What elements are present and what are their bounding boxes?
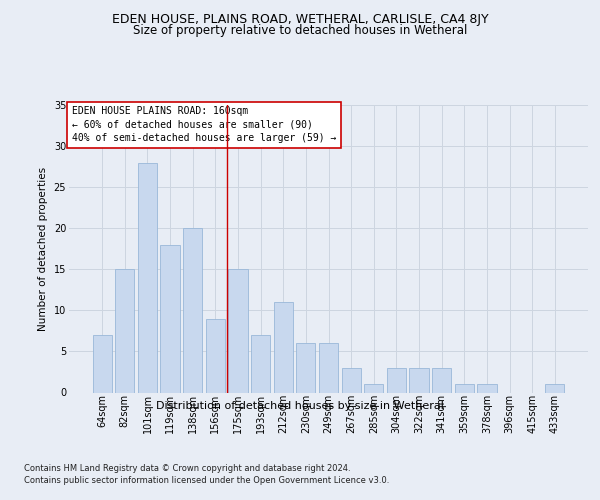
Bar bbox=[229, 270, 248, 392]
Bar bbox=[432, 368, 451, 392]
Bar bbox=[545, 384, 565, 392]
Bar bbox=[183, 228, 202, 392]
Bar bbox=[206, 318, 225, 392]
Bar bbox=[296, 343, 316, 392]
Bar bbox=[364, 384, 383, 392]
Text: Contains public sector information licensed under the Open Government Licence v3: Contains public sector information licen… bbox=[24, 476, 389, 485]
Bar bbox=[92, 335, 112, 392]
Text: Distribution of detached houses by size in Wetheral: Distribution of detached houses by size … bbox=[156, 401, 444, 411]
Bar bbox=[274, 302, 293, 392]
Bar bbox=[115, 270, 134, 392]
Bar bbox=[319, 343, 338, 392]
Text: EDEN HOUSE, PLAINS ROAD, WETHERAL, CARLISLE, CA4 8JY: EDEN HOUSE, PLAINS ROAD, WETHERAL, CARLI… bbox=[112, 12, 488, 26]
Text: Contains HM Land Registry data © Crown copyright and database right 2024.: Contains HM Land Registry data © Crown c… bbox=[24, 464, 350, 473]
Bar bbox=[138, 162, 157, 392]
Bar bbox=[160, 244, 180, 392]
Bar bbox=[251, 335, 270, 392]
Bar bbox=[387, 368, 406, 392]
Bar bbox=[341, 368, 361, 392]
Bar bbox=[477, 384, 497, 392]
Text: Size of property relative to detached houses in Wetheral: Size of property relative to detached ho… bbox=[133, 24, 467, 37]
Text: EDEN HOUSE PLAINS ROAD: 160sqm
← 60% of detached houses are smaller (90)
40% of : EDEN HOUSE PLAINS ROAD: 160sqm ← 60% of … bbox=[71, 106, 336, 143]
Y-axis label: Number of detached properties: Number of detached properties bbox=[38, 166, 48, 331]
Bar bbox=[409, 368, 428, 392]
Bar bbox=[455, 384, 474, 392]
